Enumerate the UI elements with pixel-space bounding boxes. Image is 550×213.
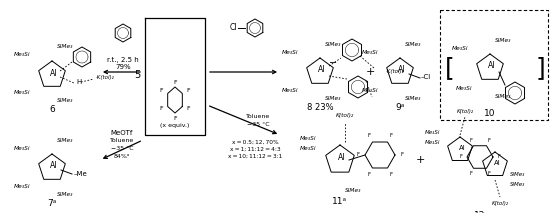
Text: Al: Al	[398, 66, 406, 75]
Text: Toluene: Toluene	[110, 138, 134, 144]
Text: Toluene: Toluene	[246, 115, 270, 119]
Text: SiMe₃: SiMe₃	[325, 95, 342, 101]
Text: ·K(tol)₂: ·K(tol)₂	[95, 75, 114, 81]
Text: r.t., 2.5 h: r.t., 2.5 h	[107, 57, 139, 63]
Text: −35 °C: −35 °C	[111, 147, 133, 151]
Text: Al: Al	[50, 161, 58, 170]
Text: F: F	[356, 153, 360, 157]
Text: 5: 5	[134, 70, 140, 80]
Text: SiMe₃: SiMe₃	[510, 173, 525, 177]
Text: SiMe₃: SiMe₃	[495, 94, 512, 98]
Text: F: F	[173, 79, 177, 85]
Text: Me₃Si: Me₃Si	[300, 145, 316, 151]
Text: F: F	[498, 154, 500, 160]
Text: (x equiv.): (x equiv.)	[160, 124, 190, 128]
Text: F: F	[389, 134, 393, 138]
Text: Al: Al	[318, 66, 326, 75]
Text: Me₃Si: Me₃Si	[14, 184, 30, 189]
Text: SiMe₃: SiMe₃	[345, 187, 361, 193]
Text: SiMe₃: SiMe₃	[57, 138, 74, 142]
Text: ]: ]	[535, 56, 545, 80]
Text: SiMe₃: SiMe₃	[405, 42, 421, 46]
Text: F: F	[469, 171, 472, 176]
Text: Me₃Si: Me₃Si	[425, 141, 440, 145]
Text: F: F	[173, 115, 177, 121]
Text: F: F	[160, 106, 163, 111]
Text: Me₃Si: Me₃Si	[361, 88, 378, 92]
Text: K(tol)₂: K(tol)₂	[492, 200, 509, 206]
Text: H: H	[76, 79, 81, 85]
Text: F: F	[488, 138, 491, 143]
Text: –Me: –Me	[74, 171, 88, 177]
Text: Al: Al	[459, 145, 465, 151]
Text: F: F	[400, 153, 404, 157]
Text: SiMe₃: SiMe₃	[510, 183, 525, 187]
Text: 9ᵃ: 9ᵃ	[395, 102, 405, 111]
Text: x = 0.5; 12, 70%: x = 0.5; 12, 70%	[232, 140, 278, 144]
Text: x = 1; 11:12 = 4:3: x = 1; 11:12 = 4:3	[230, 147, 280, 151]
Text: Cl: Cl	[229, 23, 237, 33]
Text: Me₃Si: Me₃Si	[455, 85, 472, 91]
Text: F: F	[367, 134, 371, 138]
Text: Me₃Si: Me₃Si	[452, 46, 468, 50]
Text: 8 23%: 8 23%	[307, 102, 333, 111]
Text: −35 °C: −35 °C	[247, 121, 270, 127]
Text: −: −	[329, 58, 337, 68]
Text: SiMe₃: SiMe₃	[57, 98, 74, 104]
Text: 10: 10	[484, 108, 496, 118]
Text: x = 10; 11:12 = 3:1: x = 10; 11:12 = 3:1	[228, 154, 282, 158]
Text: Me₃Si: Me₃Si	[425, 131, 440, 135]
Text: Al: Al	[338, 154, 346, 163]
Text: 84%ᵃ: 84%ᵃ	[114, 154, 130, 160]
Text: Me₃Si: Me₃Si	[14, 52, 30, 58]
Text: 7ᵃ: 7ᵃ	[47, 199, 57, 207]
Text: Al: Al	[488, 62, 496, 71]
Text: F: F	[367, 171, 371, 177]
Text: F: F	[389, 171, 393, 177]
Text: 12: 12	[474, 210, 486, 213]
Text: Al: Al	[494, 160, 501, 166]
Text: K(tol)₂: K(tol)₂	[336, 114, 354, 118]
Text: Me₃Si: Me₃Si	[361, 49, 378, 55]
Text: 11ᵃ: 11ᵃ	[332, 197, 348, 206]
Text: F: F	[459, 154, 463, 160]
Text: Me₃Si: Me₃Si	[300, 135, 316, 141]
Text: SiMe₃: SiMe₃	[57, 45, 74, 49]
Text: Me₃Si: Me₃Si	[282, 49, 298, 55]
Text: SiMe₃: SiMe₃	[495, 37, 512, 43]
Text: SiMe₃: SiMe₃	[325, 42, 342, 46]
Text: +: +	[415, 155, 425, 165]
Text: –Cl: –Cl	[421, 74, 431, 80]
Text: F: F	[469, 138, 472, 143]
Text: SiMe₃: SiMe₃	[57, 191, 74, 197]
Text: F: F	[186, 88, 190, 94]
Text: Me₃Si: Me₃Si	[14, 145, 30, 151]
Text: Me₃Si: Me₃Si	[282, 88, 298, 92]
Text: SiMe₃: SiMe₃	[405, 95, 421, 101]
Text: Me₃Si: Me₃Si	[14, 91, 30, 95]
Text: F: F	[186, 106, 190, 111]
Text: F: F	[160, 88, 163, 94]
Text: [: [	[445, 56, 455, 80]
Text: 79%: 79%	[115, 64, 131, 70]
Text: 6: 6	[49, 105, 55, 115]
Text: Al: Al	[50, 69, 58, 78]
Text: ·K(tol)₂: ·K(tol)₂	[385, 69, 404, 75]
Text: F: F	[488, 171, 491, 176]
Text: K(tol)₂: K(tol)₂	[456, 108, 474, 114]
Text: MeOTf: MeOTf	[111, 130, 133, 136]
Text: +: +	[365, 67, 375, 77]
